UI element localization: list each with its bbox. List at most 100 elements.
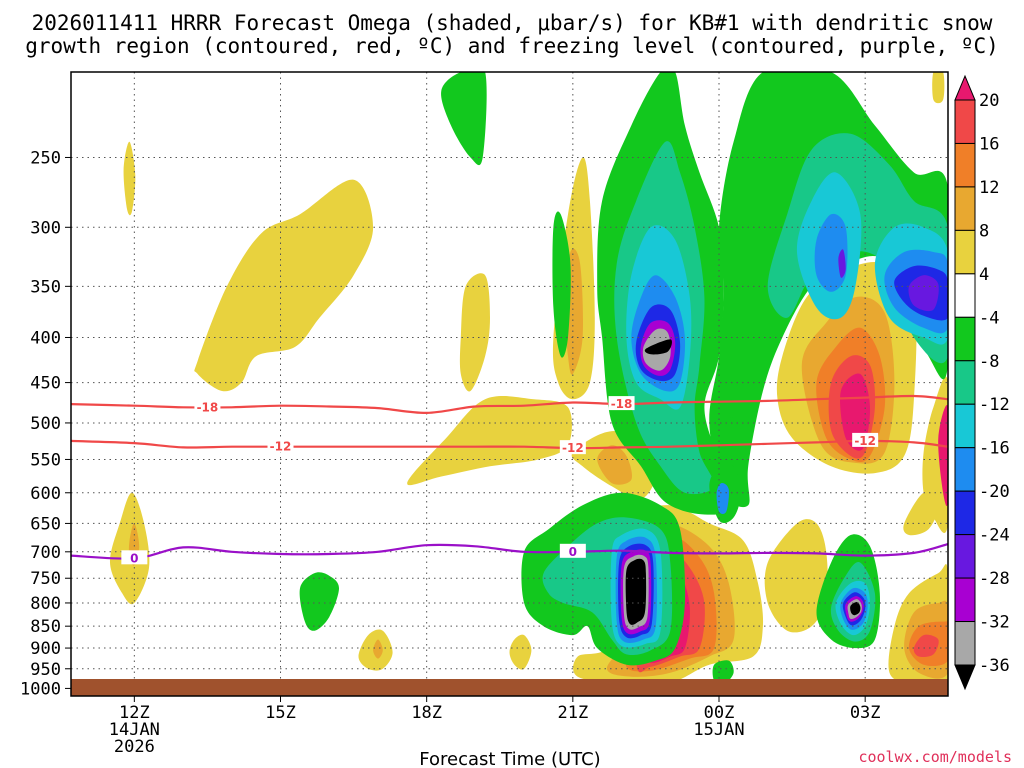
watermark: coolwx.com/models <box>858 748 1012 766</box>
y-tick-label-900: 900 <box>30 639 61 659</box>
colorbar-swatch-11 <box>954 534 976 579</box>
colorbar-swatch-2 <box>954 142 976 188</box>
omega-region-pos-a <box>123 141 136 216</box>
contour-label-frz-0-0: 0 <box>130 551 138 565</box>
y-tick-label-750: 750 <box>30 569 61 589</box>
contour-label-bg <box>608 396 635 411</box>
omega-region-neg-e4 <box>814 213 848 292</box>
colorbar-swatch-9 <box>954 447 976 492</box>
omega-region-neg-a <box>441 72 487 166</box>
contour-label-dgz-12-1: -12 <box>562 441 584 455</box>
omega-region-pos-c <box>459 273 490 392</box>
title-line-1: 2026011411 HRRR Forecast Omega (shaded, … <box>32 11 993 35</box>
y-tick-label-250: 250 <box>30 148 61 168</box>
omega-region-pos-o4 <box>913 634 939 658</box>
omega-region-neg-f8 <box>625 558 647 625</box>
omega-region-neg-j <box>728 399 734 420</box>
colorbar-swatch-4 <box>954 229 976 275</box>
omega-region-neg-e8 <box>908 275 939 312</box>
contour-frz-0 <box>71 543 948 560</box>
colorbar-label-9: -20 <box>979 482 1010 502</box>
x-tick-label-12-0: 12Z <box>119 703 150 723</box>
omega-region-pos-f2 <box>373 639 383 659</box>
omega-region-neg-e9 <box>838 249 846 278</box>
omega-region-neg-b <box>552 211 571 358</box>
contour-label-bg <box>559 440 586 455</box>
colorbar-label-5: -4 <box>979 308 999 328</box>
omega-region-pos-g <box>509 634 532 670</box>
y-axis: 2503003504004505005506006507007508008509… <box>20 148 71 699</box>
colorbar-swatch-7 <box>954 360 976 405</box>
colorbar-swatch-5 <box>954 273 976 318</box>
plot-frame <box>70 71 949 697</box>
contour-label-dgz-18-1: -18 <box>611 397 633 411</box>
colorbar-swatch-10 <box>954 490 976 536</box>
omega-region-neg-g2 <box>716 483 730 515</box>
x-tick-label-12-2: 2026 <box>114 737 155 757</box>
x-tick-label-21-0: 21Z <box>557 703 588 723</box>
colorbar-label-7: -12 <box>979 395 1010 415</box>
colorbar-label-3: 8 <box>979 221 989 241</box>
colorbar-swatch-1 <box>954 99 976 144</box>
omega-shading <box>109 72 948 694</box>
omega-region-pos-i2 <box>597 445 633 485</box>
contour-label-bg <box>852 432 879 447</box>
colorbar-swatch-12 <box>954 577 976 623</box>
y-tick-label-850: 850 <box>30 617 61 637</box>
x-tick-label-27-0: 03Z <box>850 703 881 723</box>
contour-label-dgz-18-0: -18 <box>197 400 219 414</box>
contour-label-bg <box>194 399 221 414</box>
y-tick-label-350: 350 <box>30 277 61 297</box>
contour-label-dgz-12-0: -12 <box>270 440 292 454</box>
colorbar-swatch-8 <box>954 403 976 449</box>
contour-label-frz-0-1: 0 <box>569 545 577 559</box>
x-axis-title: Forecast Time (UTC) <box>419 749 600 768</box>
contour-label-bg <box>267 438 294 453</box>
colorbar: 20 16 12 8 4 -4 -8 -12 -16 -20 -24 -28 -32 -36 <box>954 74 1010 691</box>
contour-label-bg <box>559 543 586 558</box>
omega-region-neg-d8 <box>644 339 672 355</box>
colorbar-label-10: -24 <box>979 526 1010 546</box>
y-tick-label-400: 400 <box>30 328 61 348</box>
contour-dgz-18 <box>71 394 948 415</box>
x-tick-label-24-0: 00Z <box>704 703 735 723</box>
contour-dgz-12 <box>71 439 948 450</box>
y-tick-label-300: 300 <box>30 218 61 238</box>
colorbar-label-1: 16 <box>979 134 999 154</box>
omega-region-neg-i8 <box>850 601 861 616</box>
y-tick-label-500: 500 <box>30 414 61 434</box>
colorbar-label-8: -16 <box>979 439 1010 459</box>
colorbar-swatch-13 <box>954 621 976 666</box>
omega-region-pos-n <box>764 519 828 633</box>
colorbar-cap-bottom <box>954 664 976 691</box>
omega-region-neg-c <box>299 572 339 631</box>
colorbar-label-11: -28 <box>979 569 1010 589</box>
colorbar-label-13: -36 <box>979 656 1010 676</box>
y-tick-label-450: 450 <box>30 374 61 394</box>
title-line-2: growth region (contoured, red, ºC) and f… <box>25 34 999 58</box>
omega-region-pos-d <box>407 396 572 486</box>
x-tick-label-15-0: 15Z <box>265 703 296 723</box>
contour-label-bg <box>121 550 148 565</box>
x-tick-label-12-1: 14JAN <box>109 720 160 740</box>
terrain <box>71 679 948 696</box>
omega-region-pos-p <box>932 72 945 104</box>
omega-region-pos-l5 <box>840 373 871 451</box>
colorbar-label-12: -32 <box>979 613 1010 633</box>
colorbar-label-2: 12 <box>979 178 999 198</box>
y-tick-label-800: 800 <box>30 594 61 614</box>
y-tick-label-700: 700 <box>30 543 61 563</box>
colorbar-swatch-3 <box>954 186 976 231</box>
colorbar-cap-top <box>954 74 976 101</box>
y-tick-label-950: 950 <box>30 660 61 680</box>
omega-region-pos-q <box>903 492 939 536</box>
colorbar-swatch-6 <box>954 316 976 362</box>
y-tick-label-1000: 1000 <box>20 679 61 699</box>
y-tick-label-550: 550 <box>30 450 61 470</box>
contour-label-dgz-12-2: -12 <box>854 434 876 448</box>
x-tick-label-18-0: 18Z <box>411 703 442 723</box>
y-tick-label-600: 600 <box>30 484 61 504</box>
x-tick-label-24-1: 15JAN <box>693 720 744 740</box>
